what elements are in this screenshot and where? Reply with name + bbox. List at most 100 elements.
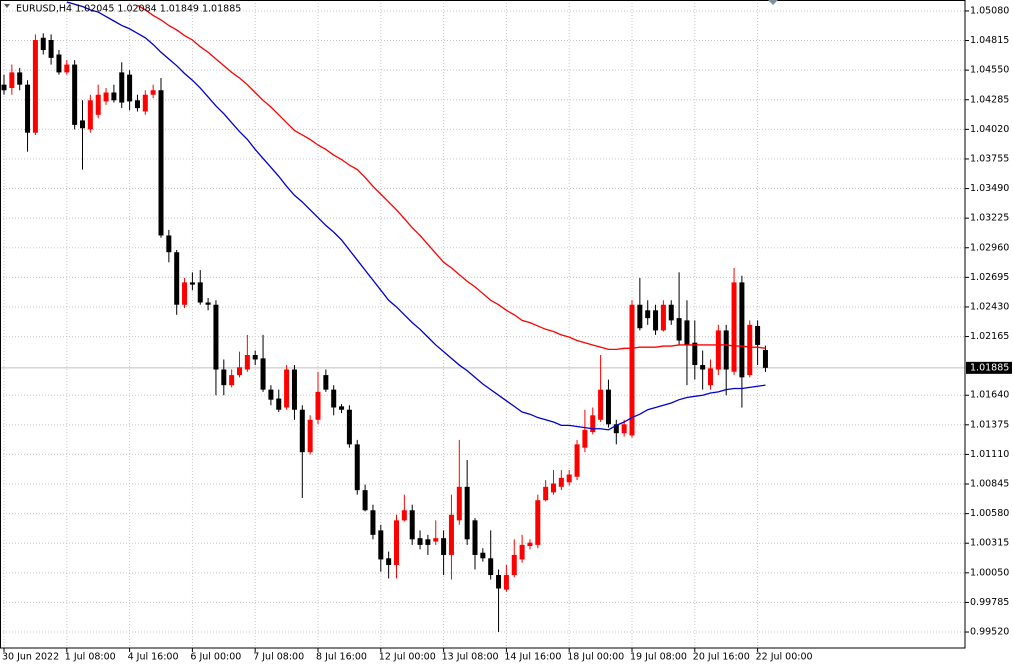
x-tick-label: 20 Jul 16:00 [693,652,750,663]
candle-body [425,539,431,545]
candle-body [605,389,611,425]
candle-body [613,424,619,434]
y-tick-label: 0.99785 [970,597,1009,608]
y-tick-label: 1.02430 [970,301,1009,312]
candle-body [480,552,486,559]
candle-body [284,369,290,408]
candle-body [331,389,337,408]
candle-body [621,424,627,434]
candle-body [660,304,666,331]
x-tick-label: 22 Jul 00:00 [756,652,813,663]
y-tick-label: 1.04020 [970,124,1009,135]
candle-body [244,354,250,370]
x-tick-label: 8 Jul 16:00 [316,652,367,663]
candle-body [519,544,525,560]
moving-average [66,1,766,431]
candle-body [551,483,556,493]
candle-body [401,510,407,521]
moving-average [137,4,766,351]
candle-body [645,310,651,319]
candle-body [456,486,462,521]
candle-body [197,282,203,303]
candle-body [731,282,737,372]
candle-body [535,500,541,545]
x-tick-label: 1 Jul 08:00 [65,652,116,663]
y-tick-label: 1.01375 [970,419,1009,430]
y-tick-label: 1.01640 [970,390,1009,401]
candle-body [80,120,85,129]
y-tick-label: 1.00050 [970,567,1009,578]
y-tick-label: 1.04550 [970,65,1009,76]
candle-body [103,92,109,102]
candle-body [72,64,78,125]
x-tick-label: 19 Jul 08:00 [630,652,687,663]
candle-body [276,398,282,410]
candle-body [354,444,360,491]
candle-body [464,486,470,540]
candle-body [40,37,46,51]
candle-body [323,375,329,390]
candle-body [574,444,580,477]
x-tick-label: 4 Jul 16:00 [128,652,179,663]
candle-body [747,324,753,376]
y-tick-label: 1.02695 [970,272,1009,283]
candle-body [9,72,15,89]
x-tick-label: 14 Jul 16:00 [504,652,561,663]
y-tick-label: 1.05080 [970,5,1009,16]
candle-body [394,520,399,566]
current-price-label: 1.01885 [970,362,1009,373]
current-price-box [966,361,1012,374]
candle-body [48,39,54,58]
candle-body [362,490,368,511]
candle-body [87,100,93,130]
candle-body [237,367,242,376]
candle-body [189,282,195,285]
candle-body [684,320,690,345]
candle-body [762,349,768,368]
candle-body [692,342,698,366]
candle-body [590,415,596,433]
y-tick-label: 1.02960 [970,242,1009,253]
candle-body [566,474,572,483]
y-tick-label: 1.01110 [970,449,1009,460]
candle-body [95,94,101,115]
candle-body [205,302,211,305]
candle-body [488,558,494,576]
candle-body [503,575,509,590]
y-tick-label: 1.04815 [970,35,1009,46]
x-tick-label: 30 Jun 2022 [2,652,59,663]
candle-body [700,365,706,370]
candle-body [378,530,384,560]
candle-body [260,358,266,390]
candle-body [213,304,219,370]
candle-body [127,74,133,102]
candle-body [417,538,423,545]
y-tick-label: 1.00315 [970,538,1009,549]
candle-body [441,538,447,555]
candle-body [370,510,376,535]
title-icon [4,4,10,8]
candle-body [32,39,38,133]
candle-body [715,330,721,370]
candle-body [637,304,643,329]
candle-body [1,84,7,91]
plot-area [0,1,965,633]
x-tick-label: 7 Jul 08:00 [253,652,304,663]
candle-body [558,477,564,487]
candle-body [111,92,117,101]
x-tick-label: 18 Jul 00:00 [567,652,624,663]
candle-body [174,252,180,305]
candle-body [668,304,674,321]
candle-body [386,558,392,566]
candle-body [339,406,345,410]
x-tick-label: 6 Jul 00:00 [190,652,241,663]
candle-body [448,514,454,555]
candle-body [299,409,305,453]
candle-body [708,368,713,386]
candle-body [229,375,235,386]
candle-body [346,409,352,445]
y-tick-label: 0.99520 [970,627,1009,638]
candle-body [307,419,313,453]
